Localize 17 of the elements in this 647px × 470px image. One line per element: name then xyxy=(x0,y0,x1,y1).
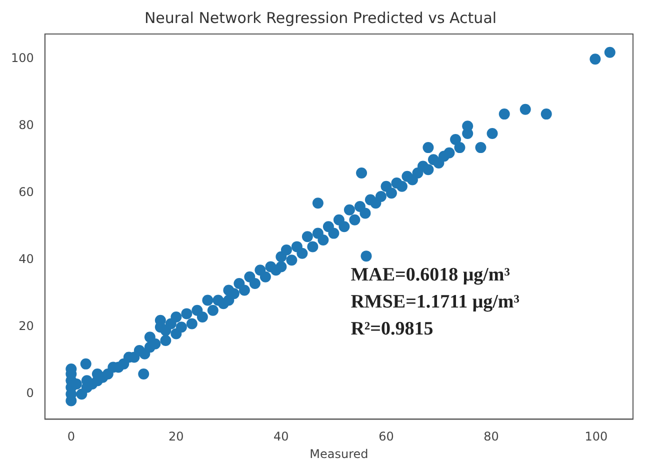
y-tick-label: 60 xyxy=(18,185,34,200)
y-tick-label: 0 xyxy=(26,386,34,400)
y-tick-label: 100 xyxy=(11,51,34,66)
x-tick-label: 80 xyxy=(484,430,499,444)
x-axis-title: Measured xyxy=(310,446,368,461)
annotation: MAE=0.6018 μg/m³ xyxy=(350,264,510,286)
x-tick-label: 20 xyxy=(168,430,184,444)
annotation: RMSE=1.1711 μg/m³ xyxy=(350,292,520,313)
x-tick-label: 60 xyxy=(378,430,394,444)
x-tick-label: 100 xyxy=(584,430,608,444)
x-tick-label: 40 xyxy=(274,430,289,444)
y-tick-label: 40 xyxy=(18,252,34,266)
y-tick-label: 80 xyxy=(18,118,34,132)
x-tick-label: 0 xyxy=(67,430,75,444)
chart-title: Neural Network Regression Predicted vs Actual xyxy=(144,8,497,27)
annotation: R²=0.9815 xyxy=(350,318,434,340)
y-tick-label: 20 xyxy=(18,319,34,334)
